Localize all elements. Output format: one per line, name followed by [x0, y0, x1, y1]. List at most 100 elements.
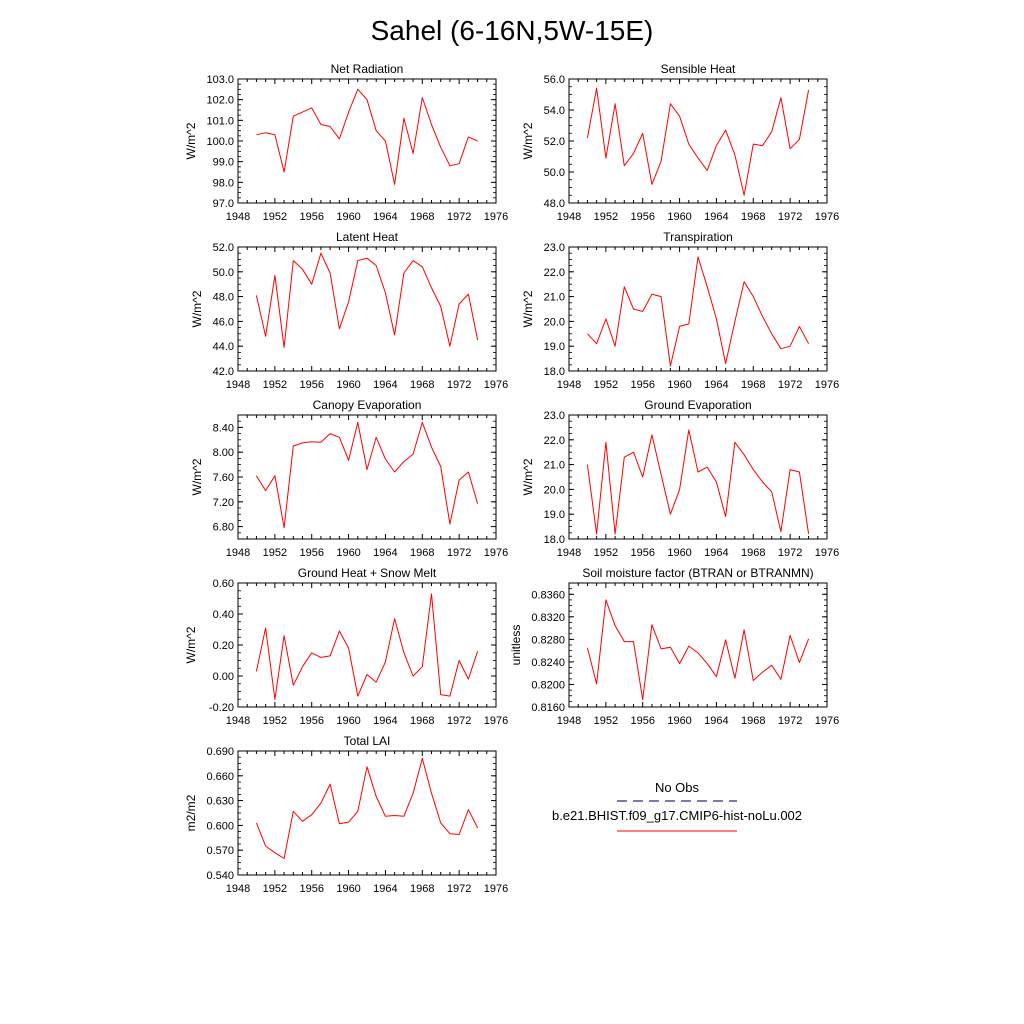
- x-tick-label: 1968: [741, 379, 765, 391]
- y-tick-label: 0.8240: [531, 657, 565, 669]
- y-axis-label: W/m^2: [521, 458, 535, 495]
- y-tick-label: 19.0: [544, 341, 565, 353]
- x-tick-label: 1952: [263, 883, 287, 895]
- x-tick-label: 1960: [667, 211, 691, 223]
- y-tick-label: 48.0: [213, 292, 234, 304]
- series-line: [256, 88, 478, 185]
- y-tick-label: 48.0: [544, 198, 565, 210]
- x-tick-label: 1960: [336, 379, 360, 391]
- figure-title: Sahel (6-16N,5W-15E): [371, 15, 654, 46]
- y-axis-label: W/m^2: [190, 290, 204, 327]
- y-tick-label: 0.8280: [531, 634, 565, 646]
- x-tick-label: 1976: [484, 883, 508, 895]
- panel-title: Ground Heat + Snow Melt: [298, 566, 437, 580]
- y-tick-label: 52.0: [544, 136, 565, 148]
- x-tick-label: 1968: [741, 715, 765, 727]
- x-tick-label: 1960: [336, 715, 360, 727]
- x-tick-label: 1964: [373, 379, 397, 391]
- y-tick-label: 44.0: [213, 341, 234, 353]
- x-tick-label: 1964: [373, 547, 397, 559]
- y-tick-label: 20.0: [544, 484, 565, 496]
- x-tick-label: 1972: [778, 547, 802, 559]
- y-tick-label: 50.0: [213, 267, 234, 279]
- x-tick-label: 1964: [704, 211, 728, 223]
- series-line: [586, 429, 810, 535]
- y-tick-label: -0.20: [209, 702, 234, 714]
- y-tick-label: 0.00: [213, 671, 234, 683]
- y-tick-label: 20.0: [544, 316, 565, 328]
- chart-panel: Canopy Evaporation 1948 1952 1956 1960 1964 19…: [190, 398, 508, 559]
- y-tick-label: 8.00: [213, 447, 234, 459]
- x-tick-label: 1976: [484, 211, 508, 223]
- y-tick-label: 0.8160: [531, 702, 565, 714]
- x-tick-label: 1956: [299, 211, 323, 223]
- plot-frame: [237, 414, 497, 540]
- legend-obs-label: No Obs: [655, 780, 700, 795]
- y-tick-label: 7.20: [213, 497, 234, 509]
- y-tick-label: 0.60: [213, 578, 234, 590]
- y-tick-label: 23.0: [544, 242, 565, 254]
- plot-frame: [568, 414, 828, 540]
- x-tick-label: 1948: [557, 379, 581, 391]
- y-tick-label: 21.0: [544, 460, 565, 472]
- x-tick-label: 1972: [778, 715, 802, 727]
- series-line: [255, 757, 479, 859]
- x-tick-label: 1964: [704, 547, 728, 559]
- x-tick-label: 1968: [410, 883, 434, 895]
- x-tick-label: 1972: [447, 547, 471, 559]
- x-tick-label: 1960: [336, 211, 360, 223]
- series-line: [255, 593, 479, 700]
- x-tick-label: 1976: [815, 715, 839, 727]
- x-tick-label: 1956: [299, 379, 323, 391]
- y-tick-label: 6.80: [213, 522, 234, 534]
- x-tick-label: 1948: [557, 211, 581, 223]
- chart-panel: Transpiration 1948 1952 1956 1960 1964 1968 197…: [521, 230, 839, 391]
- x-tick-label: 1964: [704, 379, 728, 391]
- y-tick-label: 0.40: [213, 609, 234, 621]
- x-tick-label: 1960: [336, 883, 360, 895]
- x-tick-label: 1952: [263, 547, 287, 559]
- x-tick-label: 1964: [704, 715, 728, 727]
- y-axis-label: W/m^2: [521, 290, 535, 327]
- series-line: [587, 256, 810, 367]
- y-tick-label: 22.0: [544, 435, 565, 447]
- x-tick-label: 1960: [336, 547, 360, 559]
- x-tick-label: 1968: [410, 211, 434, 223]
- x-tick-label: 1956: [630, 379, 654, 391]
- x-tick-label: 1952: [594, 547, 618, 559]
- x-tick-label: 1948: [226, 211, 250, 223]
- y-tick-label: 98.0: [213, 177, 234, 189]
- panel-title: Soil moisture factor (BTRAN or BTRANMN): [582, 566, 813, 580]
- y-tick-label: 100.0: [206, 136, 234, 148]
- y-tick-label: 54.0: [544, 105, 565, 117]
- x-tick-label: 1952: [594, 211, 618, 223]
- series-line: [255, 421, 479, 529]
- y-axis-label: W/m^2: [184, 122, 198, 159]
- y-tick-label: 0.8320: [531, 612, 565, 624]
- y-axis-label: W/m^2: [521, 122, 535, 159]
- y-tick-label: 8.40: [213, 422, 234, 434]
- x-tick-label: 1948: [226, 883, 250, 895]
- x-tick-label: 1976: [815, 379, 839, 391]
- series-line: [586, 599, 810, 701]
- y-tick-label: 0.20: [213, 640, 234, 652]
- panel-title: Net Radiation: [331, 62, 404, 76]
- chart-panel: Ground Evaporation 1948 1952 1956 1960 1964 19…: [521, 398, 839, 559]
- y-tick-label: 0.630: [206, 796, 234, 808]
- y-tick-label: 97.0: [213, 198, 234, 210]
- y-tick-label: 21.0: [544, 292, 565, 304]
- legend: No Obs b.e21.BHIST.f09_g17.CMIP6-hist-no…: [552, 780, 802, 832]
- x-tick-label: 1968: [410, 547, 434, 559]
- chart-panel: Total LAI 1948 1952 1956 1960 1964 1968 1972 197…: [184, 734, 508, 895]
- x-tick-label: 1972: [447, 379, 471, 391]
- y-tick-label: 23.0: [544, 410, 565, 422]
- y-tick-label: 7.60: [213, 472, 234, 484]
- x-tick-label: 1960: [667, 379, 691, 391]
- panels: Net Radiation 1948 1952 1956 1960 1964 1968 197…: [184, 62, 839, 895]
- x-tick-label: 1972: [778, 211, 802, 223]
- y-tick-label: 0.540: [206, 870, 234, 882]
- y-axis-label: W/m^2: [184, 626, 198, 663]
- y-tick-label: 102.0: [206, 95, 234, 107]
- panel-title: Total LAI: [344, 734, 391, 748]
